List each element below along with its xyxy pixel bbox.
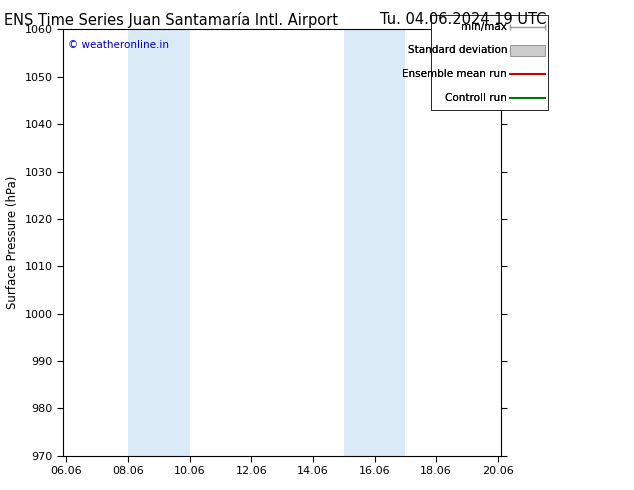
Text: min/max: min/max (462, 22, 507, 32)
Text: Tu. 04.06.2024 19 UTC: Tu. 04.06.2024 19 UTC (380, 12, 546, 27)
Y-axis label: Surface Pressure (hPa): Surface Pressure (hPa) (6, 176, 19, 309)
Text: Ensemble mean run: Ensemble mean run (403, 69, 507, 79)
Text: Ensemble mean run: Ensemble mean run (403, 69, 507, 79)
Text: Standard deviation: Standard deviation (408, 46, 507, 55)
Text: Standard deviation: Standard deviation (408, 46, 507, 55)
Text: Controll run: Controll run (445, 93, 507, 102)
Text: © weatheronline.in: © weatheronline.in (68, 40, 169, 50)
Text: ENS Time Series Juan Santamaría Intl. Airport: ENS Time Series Juan Santamaría Intl. Ai… (4, 12, 338, 28)
Text: Controll run: Controll run (445, 93, 507, 102)
Text: min/max: min/max (462, 22, 507, 32)
Bar (128, 29, 190, 456)
Bar (344, 29, 405, 456)
